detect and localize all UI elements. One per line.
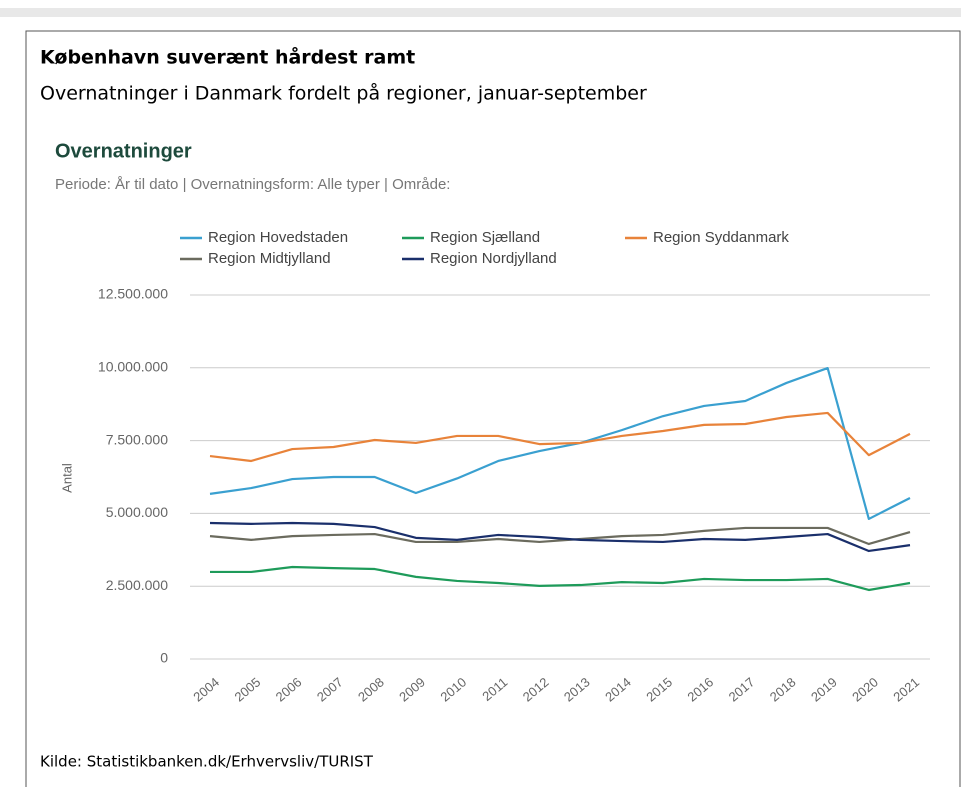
y-tick-label: 7.500.000 — [106, 431, 168, 447]
legend-label: Region Nordjylland — [430, 250, 557, 267]
frame — [25, 30, 961, 787]
legend-label: Region Midtjylland — [208, 250, 331, 267]
series-line — [209, 526, 911, 546]
series-line — [209, 366, 911, 521]
series-line — [210, 565, 911, 592]
source: Kilde: Statistikbanken.dk/Erhvervsliv/TU… — [40, 753, 374, 771]
chart-title: Overnatninger — [55, 140, 192, 162]
legend-label: Region Syddanmark — [653, 229, 789, 246]
chart-subtitle: Periode: År til dato | Overnatningsform:… — [55, 176, 450, 193]
y-tick-label: 0 — [160, 650, 168, 666]
legend-label: Region Sjælland — [430, 229, 540, 246]
series-line — [209, 411, 911, 463]
y-tick-label: 5.000.000 — [106, 504, 168, 520]
series-line — [209, 521, 911, 553]
y-tick-label: 12.500.000 — [98, 286, 168, 302]
y-axis-label: Antal — [59, 463, 74, 493]
y-tick-label: 2.500.000 — [106, 577, 168, 593]
y-tick-label: 10.000.000 — [98, 359, 168, 375]
subtitle: Overnatninger i Danmark fordelt på regio… — [40, 82, 647, 105]
top-bar — [0, 8, 961, 17]
legend-label: Region Hovedstaden — [208, 229, 348, 246]
title: København suverænt hårdest ramt — [40, 45, 415, 69]
